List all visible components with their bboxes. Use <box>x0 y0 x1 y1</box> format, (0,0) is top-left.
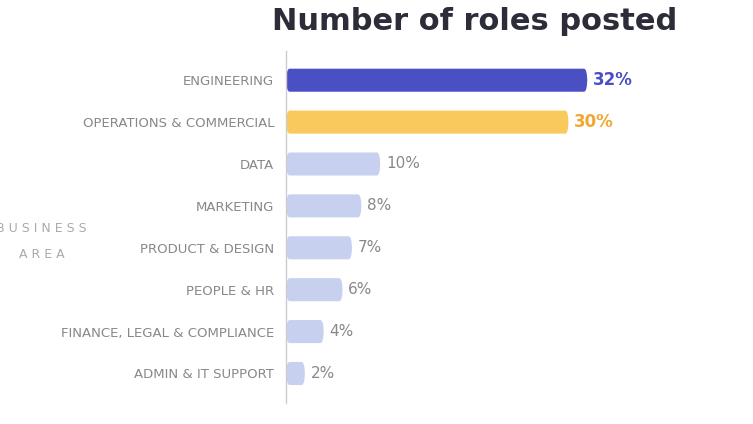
FancyBboxPatch shape <box>286 278 343 301</box>
Text: 7%: 7% <box>358 240 382 255</box>
FancyBboxPatch shape <box>286 320 324 343</box>
Text: 8%: 8% <box>367 198 392 213</box>
FancyBboxPatch shape <box>286 69 587 92</box>
FancyBboxPatch shape <box>286 153 380 176</box>
Text: 2%: 2% <box>310 366 335 381</box>
Text: A R E A: A R E A <box>19 248 64 261</box>
FancyBboxPatch shape <box>286 236 352 259</box>
Text: 32%: 32% <box>593 71 633 89</box>
Title: Number of roles posted: Number of roles posted <box>272 7 677 36</box>
Text: 4%: 4% <box>329 324 354 339</box>
Text: 30%: 30% <box>574 113 614 131</box>
FancyBboxPatch shape <box>286 111 569 134</box>
FancyBboxPatch shape <box>286 362 305 385</box>
FancyBboxPatch shape <box>286 194 361 218</box>
Text: 10%: 10% <box>386 156 419 171</box>
Text: B U S I N E S S: B U S I N E S S <box>0 223 87 235</box>
Text: 6%: 6% <box>348 282 373 297</box>
